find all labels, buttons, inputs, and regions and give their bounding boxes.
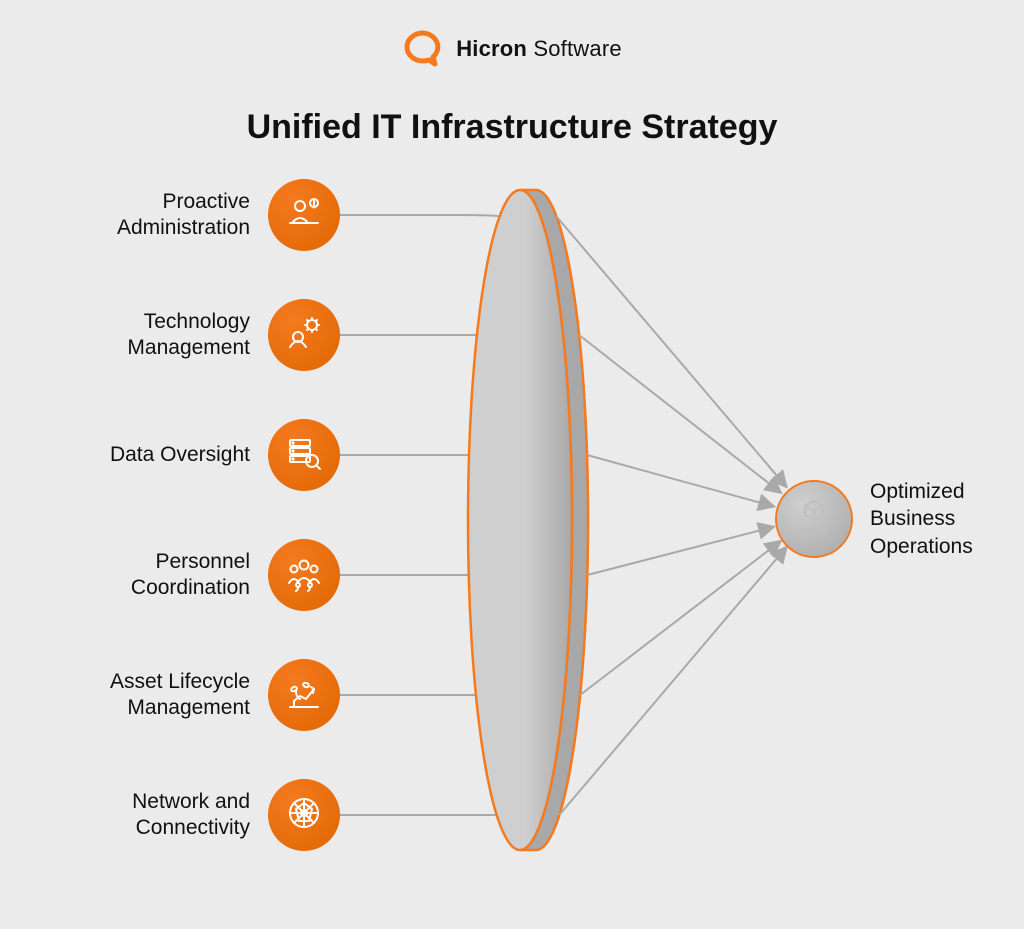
growth-icon xyxy=(284,673,324,718)
connector-out-3 xyxy=(587,527,774,575)
brand-logo: Hicron Software xyxy=(0,28,1024,70)
input-node-1 xyxy=(268,299,340,371)
lens-back xyxy=(484,190,588,850)
brand-name: Hicron Software xyxy=(456,36,622,62)
network-icon xyxy=(284,793,324,838)
input-label-1: TechnologyManagement xyxy=(50,309,250,362)
input-label-3: PersonnelCoordination xyxy=(50,549,250,602)
connector-out-5 xyxy=(559,547,786,815)
lens-front xyxy=(468,190,572,850)
input-label-0: ProactiveAdministration xyxy=(50,189,250,242)
gear-icon xyxy=(284,313,324,358)
connector-out-0 xyxy=(556,216,786,487)
output-node xyxy=(775,480,853,558)
input-label-2: Data Oversight xyxy=(50,442,250,468)
input-node-5 xyxy=(268,779,340,851)
data-icon xyxy=(284,433,324,478)
cube-org-icon xyxy=(794,497,834,542)
input-label-4: Asset LifecycleManagement xyxy=(50,669,250,722)
output-label: OptimizedBusinessOperations xyxy=(870,478,973,560)
input-node-0 xyxy=(268,179,340,251)
admin-icon xyxy=(284,193,324,238)
diagram-title: Unified IT Infrastructure Strategy xyxy=(0,108,1024,147)
brand-name-light: Software xyxy=(533,36,621,61)
connector-out-4 xyxy=(580,541,781,695)
connector-in-0 xyxy=(340,215,500,216)
connector-out-2 xyxy=(587,455,774,507)
lens-side xyxy=(520,190,588,850)
brand-name-bold: Hicron xyxy=(456,36,527,61)
input-label-5: Network andConnectivity xyxy=(50,789,250,842)
input-node-2 xyxy=(268,419,340,491)
diagram-canvas: Hicron Software Unified IT Infrastructur… xyxy=(0,0,1024,929)
input-node-4 xyxy=(268,659,340,731)
input-node-3 xyxy=(268,539,340,611)
logo-speech-icon xyxy=(402,28,444,70)
connector-out-1 xyxy=(579,335,781,493)
people-icon xyxy=(284,553,324,598)
